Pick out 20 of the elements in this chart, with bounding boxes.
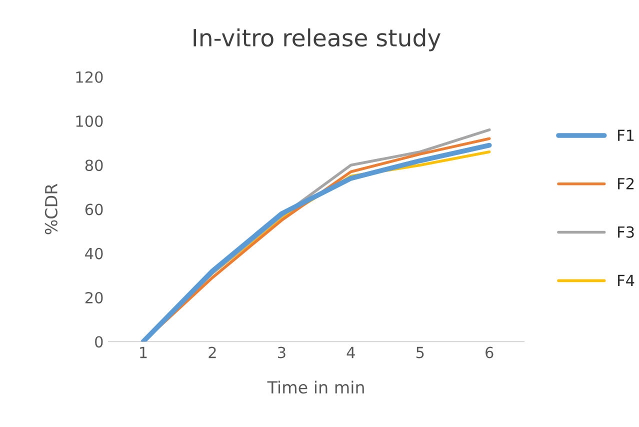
y-tick-label: 120 [76, 71, 103, 83]
y-tick-label: 40 [85, 248, 103, 260]
y-tick-label: 80 [85, 160, 103, 172]
chart-title: In-vitro release study [194, 28, 441, 52]
x-tick-label: 3 [278, 346, 286, 358]
x-tick-label: 5 [416, 346, 424, 358]
y-tick-label: 60 [85, 204, 103, 216]
legend-label: F1 [618, 130, 634, 141]
x-tick-label: 2 [208, 346, 216, 358]
x-axis-title: Time in min [267, 380, 364, 394]
x-tick-label: 1 [140, 346, 147, 358]
legend-label: F2 [618, 178, 634, 190]
y-tick-label: 20 [85, 292, 103, 304]
y-axis-title: %CDR [44, 184, 58, 234]
legend-label: F3 [618, 226, 634, 238]
x-tick-label: 6 [486, 346, 494, 358]
legend-label: F4 [618, 274, 634, 286]
y-tick-label: 100 [76, 115, 103, 128]
x-tick-label: 4 [346, 346, 355, 358]
y-tick-label: 0 [95, 336, 103, 348]
